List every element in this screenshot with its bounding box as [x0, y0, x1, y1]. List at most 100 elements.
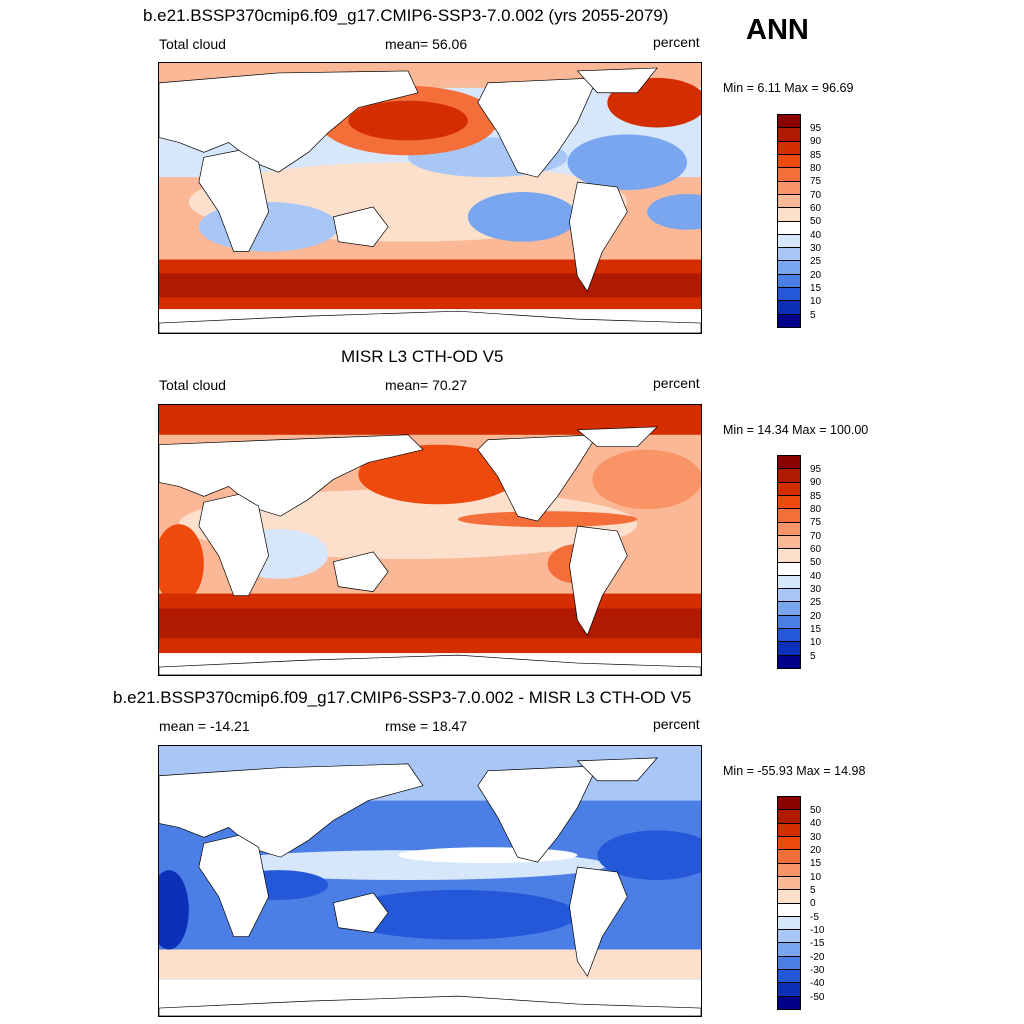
colorbar-swatch — [778, 863, 800, 877]
panel-2-minmax: Min = 14.34 Max = 100.00 — [723, 423, 869, 437]
panel-3-right-label: percent — [653, 716, 700, 732]
colorbar-swatch — [778, 301, 800, 315]
panel-2-cb-label: 25 — [810, 597, 822, 608]
panel-1-cb-label: 40 — [810, 230, 822, 241]
panel-3-cb-label: -5 — [810, 912, 819, 923]
colorbar-swatch — [778, 535, 800, 550]
panel-1-cb-label: 20 — [810, 270, 822, 281]
panel-3-cb-label: -10 — [810, 925, 825, 936]
panel-2-title: MISR L3 CTH-OD V5 — [341, 347, 504, 366]
panel-3-cb-label: 30 — [810, 832, 822, 843]
panel-3-title: b.e21.BSSP370cmip6.f09_g17.CMIP6-SSP3-7.… — [113, 688, 692, 707]
colorbar-swatch — [778, 903, 800, 917]
colorbar-swatch — [778, 890, 800, 904]
panel-2-cb-label: 95 — [810, 464, 822, 475]
panel-3-colorbar — [777, 796, 801, 1010]
panel-3-map-svg — [159, 746, 701, 1016]
colorbar-swatch — [778, 916, 800, 931]
panel-2-map — [158, 404, 702, 676]
panel-3-cb-label: 50 — [810, 805, 822, 816]
colorbar-swatch — [778, 549, 800, 563]
colorbar-swatch — [778, 655, 800, 668]
colorbar-swatch — [778, 221, 800, 235]
colorbar-swatch — [778, 456, 800, 470]
panel-1-right-label: percent — [653, 34, 700, 50]
panel-1-colorbar — [777, 114, 801, 328]
panel-3-center-label: rmse = 18.47 — [385, 718, 468, 734]
panel-1-cb-label: 25 — [810, 256, 822, 267]
colorbar-swatch — [778, 943, 800, 957]
panel-1-left-label: Total cloud — [159, 36, 226, 52]
panel-1-title: b.e21.BSSP370cmip6.f09_g17.CMIP6-SSP3-7.… — [143, 6, 669, 25]
colorbar-swatch — [778, 234, 800, 249]
colorbar-swatch — [778, 141, 800, 155]
colorbar-swatch — [778, 469, 800, 483]
colorbar-swatch — [778, 575, 800, 590]
panel-1-center-label: mean= 56.06 — [385, 36, 468, 52]
panel-1-cb-label: 70 — [810, 190, 822, 201]
panel-3-cb-label: -40 — [810, 978, 825, 989]
panel-2-cb-label: 15 — [810, 624, 822, 635]
panel-2-right-label: percent — [653, 375, 700, 391]
colorbar-swatch — [778, 509, 800, 523]
panel-2-cb-label: 85 — [810, 491, 822, 502]
colorbar-swatch — [778, 810, 800, 824]
panel-3-cb-label: 20 — [810, 845, 822, 856]
panel-1-cb-label: 85 — [810, 150, 822, 161]
panel-3-cb-label: 40 — [810, 818, 822, 829]
panel-2-left-label: Total cloud — [159, 377, 226, 393]
panel-1-cb-label: 80 — [810, 163, 822, 174]
panel-2-colorbar — [777, 455, 801, 669]
colorbar-swatch — [778, 615, 800, 630]
panel-1-cb-label: 15 — [810, 283, 822, 294]
panel-2-cb-label: 10 — [810, 637, 822, 648]
panel-1-cb-label: 95 — [810, 123, 822, 134]
panel-2-cb-label: 40 — [810, 571, 822, 582]
colorbar-swatch — [778, 629, 800, 643]
colorbar-swatch — [778, 956, 800, 971]
panel-3-cb-label: -30 — [810, 965, 825, 976]
panel-2-cb-label: 50 — [810, 557, 822, 568]
colorbar-swatch — [778, 930, 800, 944]
colorbar-swatch — [778, 970, 800, 984]
panel-1-cb-label: 50 — [810, 216, 822, 227]
colorbar-swatch — [778, 562, 800, 576]
colorbar-swatch — [778, 642, 800, 656]
colorbar-swatch — [778, 495, 800, 510]
colorbar-swatch — [778, 589, 800, 603]
colorbar-swatch — [778, 876, 800, 891]
panel-3-cb-label: -20 — [810, 952, 825, 963]
panel-3-map — [158, 745, 702, 1017]
colorbar-swatch — [778, 314, 800, 327]
colorbar-swatch — [778, 248, 800, 262]
colorbar-swatch — [778, 983, 800, 997]
panel-3-cb-label: 0 — [810, 898, 816, 909]
panel-2-cb-label: 75 — [810, 517, 822, 528]
panel-1-cb-label: 10 — [810, 296, 822, 307]
panel-3-cb-label: 15 — [810, 858, 822, 869]
colorbar-swatch — [778, 823, 800, 837]
panel-2-cb-label: 5 — [810, 651, 816, 662]
panel-3-cb-label: -50 — [810, 992, 825, 1003]
panel-2-cb-label: 60 — [810, 544, 822, 555]
colorbar-swatch — [778, 522, 800, 536]
colorbar-swatch — [778, 288, 800, 302]
colorbar-swatch — [778, 602, 800, 616]
panel-1-map-svg — [159, 63, 701, 333]
colorbar-swatch — [778, 261, 800, 275]
colorbar-swatch — [778, 274, 800, 289]
panel-2-cb-label: 90 — [810, 477, 822, 488]
panel-2-cb-label: 30 — [810, 584, 822, 595]
season-label: ANN — [746, 14, 809, 46]
panel-3-cb-label: 10 — [810, 872, 822, 883]
colorbar-swatch — [778, 128, 800, 142]
panel-3-left-label: mean = -14.21 — [159, 718, 250, 734]
panel-3-cb-label: -15 — [810, 938, 825, 949]
panel-1-map — [158, 62, 702, 334]
panel-1-minmax: Min = 6.11 Max = 96.69 — [723, 81, 854, 95]
panel-1-cb-label: 5 — [810, 310, 816, 321]
panel-2-cb-label: 20 — [810, 611, 822, 622]
colorbar-swatch — [778, 996, 800, 1009]
colorbar-swatch — [778, 797, 800, 811]
colorbar-swatch — [778, 850, 800, 864]
